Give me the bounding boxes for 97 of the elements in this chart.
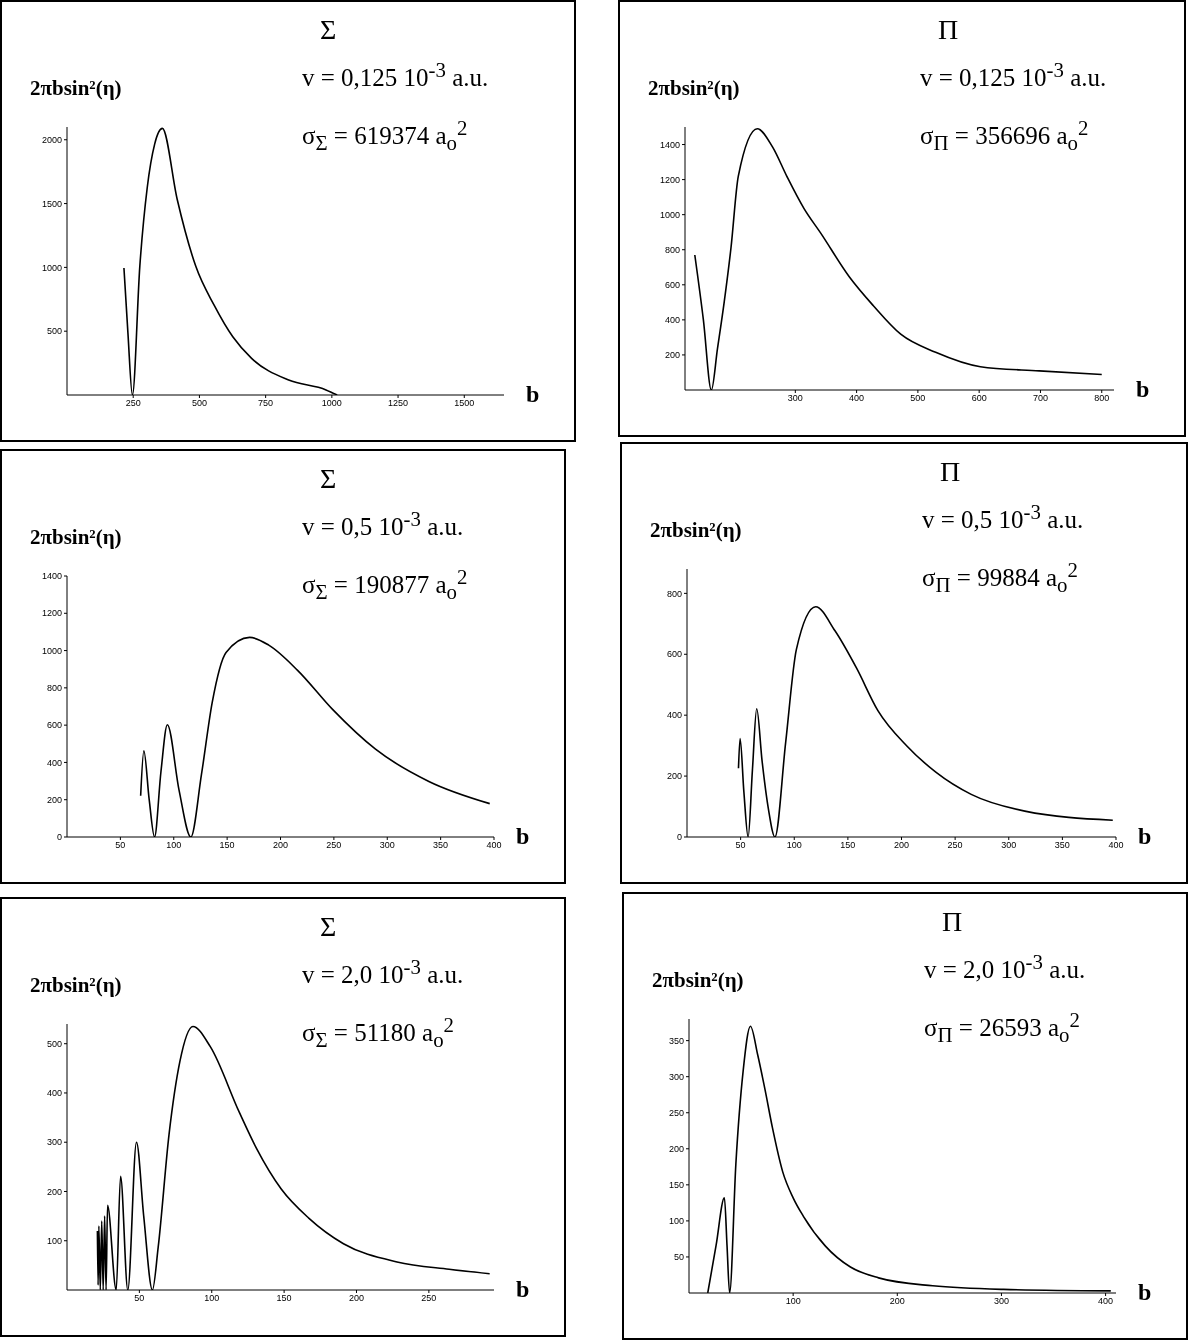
chart-title: Σ [320, 14, 337, 46]
x-tick-label: 200 [272, 840, 289, 851]
y-tick-label: 600 [664, 279, 680, 290]
y-tick-label: 200 [664, 350, 680, 361]
x-axis-title: b [526, 381, 540, 408]
y-tick-label: 350 [668, 1035, 684, 1046]
y-tick-label: 400 [666, 710, 682, 721]
y-tick-label: 600 [666, 649, 682, 660]
x-tick-label: 750 [258, 398, 274, 409]
x-tick-label: 300 [1001, 840, 1017, 851]
x-tick-label: 300 [379, 840, 395, 851]
y-tick-label: 2000 [41, 134, 62, 145]
x-tick-label: 50 [134, 1293, 145, 1304]
x-tick-label: 1250 [388, 398, 409, 409]
y-tick-label: 400 [664, 315, 680, 326]
x-tick-label: 500 [910, 393, 926, 404]
y-tick-label: 800 [666, 588, 682, 599]
x-tick-label: 200 [889, 1296, 905, 1307]
x-tick-label: 100 [785, 1296, 801, 1307]
text: v = 2,0 10$^{-3}$ a.u. [924, 950, 1086, 985]
y-axis-title: 2πbsin²(η) [30, 76, 122, 101]
x-tick-label: 100 [204, 1293, 220, 1304]
x-tick-label: 150 [276, 1293, 292, 1304]
y-tick-label: 50 [673, 1252, 684, 1263]
x-axis-title: b [1136, 376, 1150, 403]
y-axis-title: 2πbsin²(η) [648, 76, 740, 101]
x-tick-label: 500 [191, 398, 207, 409]
x-tick-label: 1500 [454, 398, 475, 409]
x-axis-title: b [516, 823, 530, 850]
x-tick-label: 400 [1098, 1296, 1114, 1307]
y-tick-label: 500 [46, 1038, 62, 1049]
x-tick-label: 250 [326, 840, 342, 851]
y-tick-label: 150 [668, 1180, 684, 1191]
x-tick-label: 400 [849, 393, 865, 404]
y-axis-title: 2πbsin²(η) [652, 968, 744, 993]
y-tick-label: 1400 [659, 139, 680, 150]
y-tick-label: 1500 [41, 198, 62, 209]
y-tick-label: 200 [46, 794, 62, 805]
text: v = 0,125 10$^{-3}$ a.u. [302, 58, 489, 93]
text: v = 2,0 10$^{-3}$ a.u. [302, 955, 464, 990]
y-tick-label: 400 [46, 757, 62, 768]
y-tick-label: 0 [56, 832, 62, 843]
chart-title: Π [938, 14, 959, 46]
y-tick-label: 200 [666, 771, 682, 782]
x-axis-title: b [516, 1276, 530, 1303]
y-tick-label: 800 [46, 683, 62, 694]
y-tick-label: 0 [676, 832, 682, 843]
x-tick-label: 800 [1094, 393, 1110, 404]
x-tick-label: 400 [486, 840, 502, 851]
y-axis-title: 2πbsin²(η) [30, 525, 122, 550]
y-axis-title: 2πbsin²(η) [30, 973, 122, 998]
x-axis-title: b [1138, 1279, 1152, 1306]
x-tick-label: 150 [840, 840, 856, 851]
y-tick-label: 1200 [41, 608, 62, 619]
y-tick-label: 800 [664, 244, 680, 255]
chart-title: Σ [320, 463, 337, 495]
y-tick-label: 200 [46, 1186, 62, 1197]
y-tick-label: 1400 [41, 571, 62, 582]
x-tick-label: 400 [1108, 840, 1124, 851]
chart-title: Σ [320, 911, 337, 943]
y-tick-label: 300 [668, 1071, 684, 1082]
x-tick-label: 300 [787, 393, 803, 404]
chart-title: Π [942, 906, 963, 938]
x-tick-label: 100 [786, 840, 802, 851]
y-tick-label: 100 [46, 1235, 62, 1246]
x-tick-label: 100 [166, 840, 182, 851]
x-tick-label: 600 [971, 393, 987, 404]
x-tick-label: 250 [421, 1293, 437, 1304]
x-tick-label: 250 [947, 840, 963, 851]
y-tick-label: 250 [668, 1107, 684, 1118]
text: v = 0,5 10$^{-3}$ a.u. [302, 507, 464, 542]
x-tick-label: 300 [993, 1296, 1009, 1307]
x-tick-label: 250 [125, 398, 141, 409]
x-tick-label: 50 [115, 840, 126, 851]
x-tick-label: 350 [433, 840, 449, 851]
y-tick-label: 500 [46, 326, 62, 337]
y-axis-title: 2πbsin²(η) [650, 518, 742, 543]
text: v = 0,125 10$^{-3}$ a.u. [920, 58, 1107, 93]
x-tick-label: 700 [1032, 393, 1048, 404]
x-tick-label: 150 [219, 840, 235, 851]
y-tick-label: 300 [46, 1137, 62, 1148]
y-tick-label: 1000 [41, 262, 62, 273]
text: v = 0,5 10$^{-3}$ a.u. [922, 500, 1084, 535]
y-tick-label: 1000 [41, 645, 62, 656]
y-tick-label: 1200 [659, 174, 680, 185]
y-tick-label: 1000 [659, 209, 680, 220]
y-tick-label: 600 [46, 720, 62, 731]
y-tick-label: 200 [668, 1143, 684, 1154]
x-tick-label: 200 [893, 840, 910, 851]
chart-title: Π [940, 456, 961, 488]
y-tick-label: 100 [668, 1216, 684, 1227]
x-tick-label: 350 [1054, 840, 1070, 851]
y-tick-label: 400 [46, 1088, 62, 1099]
x-tick-label: 50 [735, 840, 746, 851]
x-axis-title: b [1138, 823, 1152, 850]
x-tick-label: 200 [348, 1293, 365, 1304]
x-tick-label: 1000 [321, 398, 342, 409]
